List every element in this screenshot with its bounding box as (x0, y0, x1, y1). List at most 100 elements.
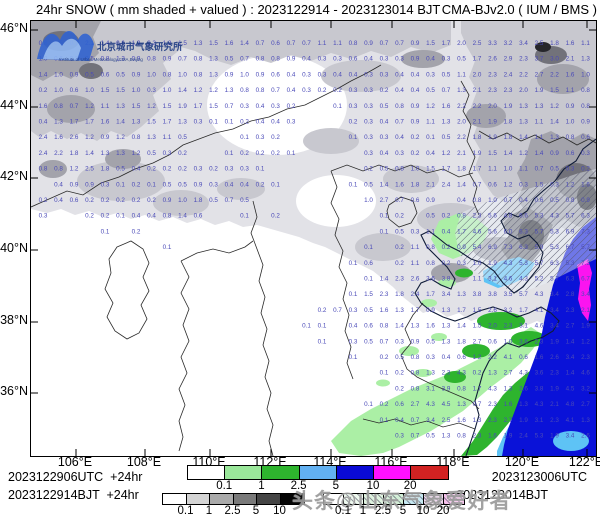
svg-text:0.7: 0.7 (240, 56, 249, 63)
svg-text:2.3: 2.3 (488, 87, 497, 94)
svg-text:1.9: 1.9 (550, 385, 559, 392)
svg-text:0.1: 0.1 (318, 323, 327, 330)
svg-text:1.2: 1.2 (147, 103, 156, 110)
svg-text:0.3: 0.3 (364, 134, 373, 141)
svg-text:0.7: 0.7 (271, 87, 280, 94)
svg-text:2.3: 2.3 (550, 417, 559, 424)
svg-text:1.2: 1.2 (442, 150, 451, 157)
svg-text:0.6: 0.6 (70, 87, 79, 94)
svg-text:1.0: 1.0 (54, 87, 63, 94)
legend-segment (411, 466, 449, 479)
legend-segment (186, 494, 210, 504)
svg-text:0.3: 0.3 (380, 134, 389, 141)
svg-text:3.1: 3.1 (519, 323, 528, 330)
svg-text:0.1: 0.1 (271, 181, 280, 188)
svg-text:0.6: 0.6 (101, 71, 110, 78)
svg-text:0.2: 0.2 (395, 370, 404, 377)
svg-text:1.3: 1.3 (442, 338, 451, 345)
svg-text:0.3: 0.3 (395, 433, 404, 440)
svg-text:2.3: 2.3 (395, 276, 404, 283)
svg-text:2.7: 2.7 (581, 401, 590, 408)
svg-text:1.4: 1.4 (380, 276, 389, 283)
svg-text:2.7: 2.7 (566, 323, 575, 330)
svg-text:1.3: 1.3 (581, 417, 590, 424)
svg-text:1.3: 1.3 (519, 401, 528, 408)
svg-text:1.0: 1.0 (411, 166, 420, 173)
svg-text:0.3: 0.3 (349, 103, 358, 110)
svg-text:1.9: 1.9 (488, 260, 497, 267)
svg-text:0.3: 0.3 (442, 56, 451, 63)
svg-text:1.9: 1.9 (488, 134, 497, 141)
svg-text:5.3: 5.3 (550, 244, 559, 251)
svg-text:1.3: 1.3 (147, 134, 156, 141)
legend-rain-colorbar (187, 465, 450, 480)
legend-threshold-label: 1 (258, 480, 265, 492)
svg-text:0.9: 0.9 (566, 103, 575, 110)
svg-text:6.3: 6.3 (581, 213, 590, 220)
svg-text:0.4: 0.4 (411, 71, 420, 78)
svg-text:2.7: 2.7 (473, 338, 482, 345)
svg-text:0.1: 0.1 (349, 260, 358, 267)
svg-text:0.2: 0.2 (147, 166, 156, 173)
svg-text:1.4: 1.4 (504, 150, 513, 157)
svg-text:3.9: 3.9 (442, 385, 451, 392)
svg-text:0.5: 0.5 (395, 228, 404, 235)
lon-tick-label: 120°E (504, 455, 540, 469)
svg-text:1.6: 1.6 (535, 354, 544, 361)
svg-text:1.2: 1.2 (550, 103, 559, 110)
svg-text:5.7: 5.7 (550, 276, 559, 283)
svg-text:0.8: 0.8 (581, 103, 590, 110)
svg-text:1.3: 1.3 (488, 370, 497, 377)
svg-text:0.9: 0.9 (256, 71, 265, 78)
svg-text:1.3: 1.3 (54, 119, 63, 126)
svg-text:1.1: 1.1 (473, 276, 482, 283)
svg-text:0.6: 0.6 (581, 134, 590, 141)
watermark: 头条@山东气象爱好者 (292, 490, 512, 513)
svg-text:0.4: 0.4 (147, 213, 156, 220)
svg-text:0.9: 0.9 (287, 56, 296, 63)
svg-text:2.5: 2.5 (535, 40, 544, 47)
svg-text:3.2: 3.2 (504, 307, 513, 314)
svg-text:7.3: 7.3 (581, 260, 590, 267)
svg-text:1.1: 1.1 (411, 260, 420, 267)
svg-text:0.5: 0.5 (426, 87, 435, 94)
svg-text:0.3: 0.3 (147, 87, 156, 94)
svg-text:1.5: 1.5 (209, 103, 218, 110)
svg-text:0.1: 0.1 (225, 150, 234, 157)
svg-text:0.8: 0.8 (240, 87, 249, 94)
svg-text:1.0: 1.0 (473, 260, 482, 267)
svg-text:0.2: 0.2 (271, 213, 280, 220)
svg-text:1.1: 1.1 (566, 87, 575, 94)
legend-threshold-label: 5 (399, 505, 407, 517)
svg-text:1.5: 1.5 (473, 307, 482, 314)
svg-text:0.3: 0.3 (457, 260, 466, 267)
svg-text:0.9: 0.9 (411, 338, 420, 345)
svg-text:0.7: 0.7 (380, 40, 389, 47)
svg-text:0.1: 0.1 (380, 417, 389, 424)
svg-text:0.3: 0.3 (550, 181, 559, 188)
legend-threshold-label: 20 (436, 505, 450, 517)
svg-text:1.3: 1.3 (194, 40, 203, 47)
svg-text:1.9: 1.9 (550, 338, 559, 345)
svg-text:0.4: 0.4 (302, 56, 311, 63)
svg-text:1.3: 1.3 (411, 323, 420, 330)
svg-text:0.8: 0.8 (566, 197, 575, 204)
svg-text:2.6: 2.6 (519, 385, 528, 392)
svg-text:1.2: 1.2 (581, 338, 590, 345)
svg-text:1.8: 1.8 (457, 338, 466, 345)
svg-text:1.0: 1.0 (581, 71, 590, 78)
svg-text:0.2: 0.2 (132, 181, 141, 188)
svg-text:0.7: 0.7 (504, 197, 513, 204)
svg-text:1.0: 1.0 (178, 197, 187, 204)
svg-text:0.8: 0.8 (457, 385, 466, 392)
svg-text:1.5: 1.5 (101, 87, 110, 94)
svg-text:0.9: 0.9 (411, 40, 420, 47)
svg-text:2.0: 2.0 (519, 87, 528, 94)
svg-text:1.8: 1.8 (395, 291, 404, 298)
svg-text:0.3: 0.3 (364, 103, 373, 110)
svg-text:0.7: 0.7 (225, 197, 234, 204)
svg-text:3.6: 3.6 (535, 370, 544, 377)
lat-tick-label: 36°N (0, 384, 28, 398)
svg-text:0.1: 0.1 (302, 323, 311, 330)
svg-text:1.6: 1.6 (457, 417, 466, 424)
